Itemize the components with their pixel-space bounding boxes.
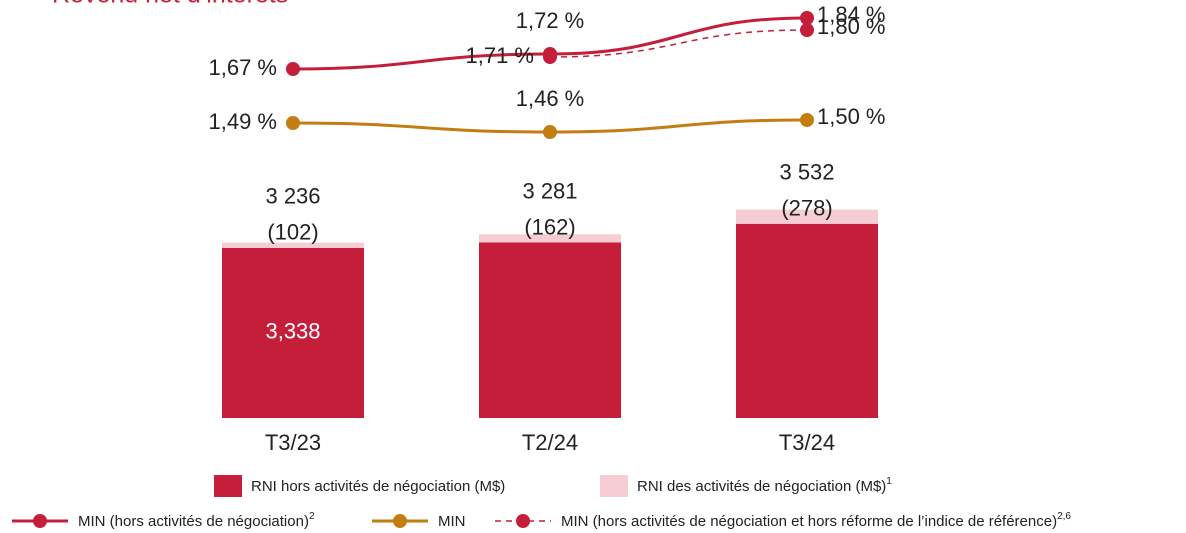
line-point — [800, 113, 814, 127]
data-label: 3,338 — [265, 319, 320, 344]
line-point — [286, 116, 300, 130]
bar-segment — [222, 242, 364, 248]
total-label: 3 532 — [779, 160, 834, 185]
legend-marker — [33, 514, 47, 528]
legend-label: MIN (hors activités de négociation et ho… — [561, 511, 1071, 530]
data-label: (102) — [267, 220, 318, 245]
bar-segment — [736, 209, 878, 224]
line-point — [543, 125, 557, 139]
legend-marker — [516, 514, 530, 528]
legend-name: MIN (hors activités de négociation et ho… — [561, 513, 1057, 530]
bar-segment — [736, 223, 878, 418]
data-label: 1,46 % — [516, 86, 585, 111]
data-label: 1,84 % — [817, 2, 886, 27]
line-point — [800, 23, 814, 37]
legend-name: MIN — [438, 513, 466, 530]
legend-name: MIN (hors activités de négociation) — [78, 513, 309, 530]
line-point — [543, 50, 557, 64]
x-tick-label: T3/23 — [265, 430, 321, 455]
legend-footnote: 1 — [886, 476, 892, 487]
data-label: (162) — [524, 214, 575, 239]
legend-swatch — [600, 475, 628, 497]
data-label: 1,80 % — [817, 14, 886, 39]
line-point — [800, 11, 814, 25]
legend-name: RNI hors activités de négociation (M$) — [251, 478, 505, 495]
legend-name: RNI des activités de négociation (M$) — [637, 478, 886, 495]
legend-label: RNI hors activités de négociation (M$) — [251, 478, 505, 495]
data-label: 1,67 % — [209, 55, 278, 80]
line-point — [286, 62, 300, 76]
data-label: 1,49 % — [209, 109, 278, 134]
bar-segment — [222, 247, 364, 418]
legend-swatch — [214, 475, 242, 497]
x-tick-label: T2/24 — [522, 430, 578, 455]
legend-label: MIN — [438, 513, 466, 530]
legend-marker — [393, 514, 407, 528]
legend-footnote: 2,6 — [1057, 511, 1071, 522]
bar-segment — [479, 234, 621, 243]
bar-segment — [479, 242, 621, 418]
chart-title: Revenu net d’intérêts — [52, 0, 288, 9]
legend-label: MIN (hors activités de négociation)2 — [78, 511, 315, 530]
x-tick-label: T3/24 — [779, 430, 835, 455]
legend-label: RNI des activités de négociation (M$)1 — [637, 476, 892, 495]
data-label: 1,50 % — [817, 104, 886, 129]
data-label: (278) — [781, 196, 832, 221]
total-label: 3 281 — [522, 178, 577, 203]
data-label: 1,72 % — [516, 8, 585, 33]
legend-footnote: 2 — [309, 511, 315, 522]
data-label: 1,71 % — [466, 43, 535, 68]
total-label: 3 236 — [265, 184, 320, 209]
